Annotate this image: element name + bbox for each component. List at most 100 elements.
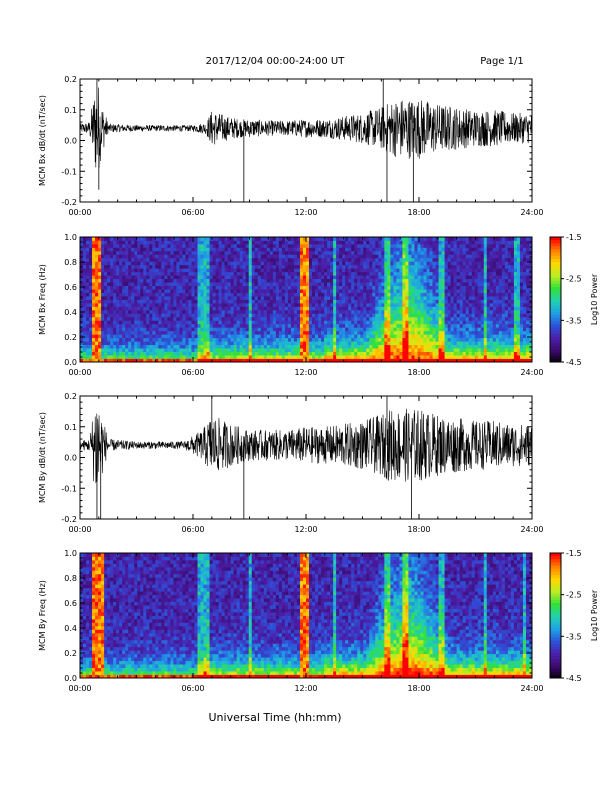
spectrogram-cell: [296, 299, 301, 304]
spectrogram-cell: [227, 355, 232, 359]
spectrogram-cell: [345, 334, 349, 339]
spectrogram-cell: [152, 261, 156, 266]
spectrogram-cell: [423, 330, 427, 335]
spectrogram-cell: [366, 334, 370, 339]
spectrogram-cell: [287, 355, 292, 359]
spectrogram-cell: [453, 355, 458, 359]
spectrogram-cell: [444, 355, 449, 359]
spectrogram-cell: [221, 254, 226, 259]
spectrogram-cell: [336, 351, 340, 356]
spectrogram-cell: [429, 351, 433, 356]
spectrogram-cell: [336, 334, 340, 339]
spectrogram-cell: [272, 334, 277, 339]
spectrogram-cell: [330, 313, 334, 318]
spectrogram-cell: [408, 285, 412, 290]
spectrogram-cell: [477, 355, 482, 359]
spectrogram-cell: [161, 299, 165, 304]
spectrogram-cell: [438, 285, 442, 290]
spectrogram-cell: [272, 341, 277, 346]
spectrogram-cell: [462, 292, 467, 297]
spectrogram-cell: [357, 285, 361, 290]
spectrogram-cell: [224, 313, 229, 318]
spectrogram-cell: [450, 355, 455, 359]
spectrogram-cell: [140, 289, 144, 293]
spectrogram-cell: [393, 337, 397, 342]
spectrogram-cell: [372, 355, 376, 359]
spectrogram-cell: [459, 327, 464, 332]
spectrogram-cell: [284, 243, 289, 248]
spectrogram-cell: [468, 271, 473, 276]
spectrogram-cell: [375, 254, 379, 259]
spectrogram-cell: [236, 320, 241, 325]
spectrogram-cell: [384, 313, 388, 318]
spectrogram-cell: [287, 358, 292, 362]
spectrogram-cell: [432, 250, 436, 255]
spectrogram-cell: [179, 264, 183, 269]
spectrogram-cell: [263, 237, 268, 241]
spectrogram-cell: [354, 296, 358, 300]
spectrogram-cell: [420, 247, 424, 252]
spectrogram-cell: [155, 320, 159, 325]
spectrogram-cell: [206, 341, 210, 346]
spectrogram-cell: [101, 348, 105, 352]
spectrogram-cell: [269, 264, 274, 269]
spectrogram-cell: [203, 327, 207, 332]
spectrogram-cell: [468, 327, 473, 332]
spectrogram-cell: [161, 275, 165, 280]
spectrogram-cell: [128, 237, 132, 241]
spectrogram-cell: [366, 250, 370, 255]
spectrogram-cell: [230, 316, 235, 321]
spectrogram-cell: [384, 268, 388, 273]
spectrogram-cell: [233, 302, 238, 307]
spectrogram-cell: [336, 278, 340, 283]
spectrogram-cell: [260, 327, 265, 332]
spectrogram-cell: [161, 309, 165, 314]
spectrogram-cell: [227, 299, 232, 304]
spectrogram-cell: [203, 264, 207, 269]
spectrogram-cell: [236, 237, 241, 241]
spectrogram-cell: [251, 299, 256, 304]
spectrogram-cell: [405, 299, 409, 304]
spectrogram-cell: [462, 344, 467, 349]
spectrogram-cell: [245, 257, 250, 262]
spectrogram-cell: [248, 247, 253, 252]
spectrogram-cell: [483, 261, 488, 266]
spectrogram-cell: [462, 237, 467, 241]
spectrogram-cell: [284, 292, 289, 297]
spectrogram-cell: [456, 237, 461, 241]
spectrogram-cell: [471, 344, 476, 349]
spectrogram-cell: [95, 282, 99, 287]
spectrogram-cell: [266, 334, 271, 339]
spectrogram-cell: [194, 261, 198, 266]
spectrogram-cell: [339, 285, 343, 290]
spectrogram-cell: [200, 278, 204, 283]
spectrogram-cell: [345, 337, 349, 342]
spectrogram-cell: [348, 355, 352, 359]
spectrogram-cell: [429, 313, 433, 318]
spectrogram-cell: [402, 237, 406, 241]
spectrogram-cell: [173, 261, 177, 266]
spectrogram-cell: [128, 313, 132, 318]
spectrogram-cell: [315, 320, 319, 325]
spectrogram-cell: [158, 344, 162, 349]
spectrogram-cell: [345, 309, 349, 314]
spectrogram-cell: [191, 302, 195, 307]
spectrogram-cell: [429, 358, 433, 362]
spectrogram-cell: [248, 337, 253, 342]
spectrogram-cell: [206, 351, 210, 356]
spectrogram-cell: [420, 254, 424, 259]
spectrogram-cell: [408, 268, 412, 273]
spectrogram-cell: [293, 254, 298, 259]
spectrogram-cell: [218, 344, 223, 349]
spectrogram-cell: [339, 278, 343, 283]
spectrogram-cell: [104, 289, 108, 293]
spectrogram-cell: [408, 320, 412, 325]
spectrogram-cell: [390, 355, 394, 359]
spectrogram-cell: [149, 271, 153, 276]
spectrogram-cell: [477, 247, 482, 252]
spectrogram-cell: [462, 247, 467, 252]
spectrogram-cell: [188, 296, 192, 300]
spectrogram-cell: [191, 289, 195, 293]
spectrogram-cell: [191, 243, 195, 248]
spectrogram-cell: [149, 337, 153, 342]
